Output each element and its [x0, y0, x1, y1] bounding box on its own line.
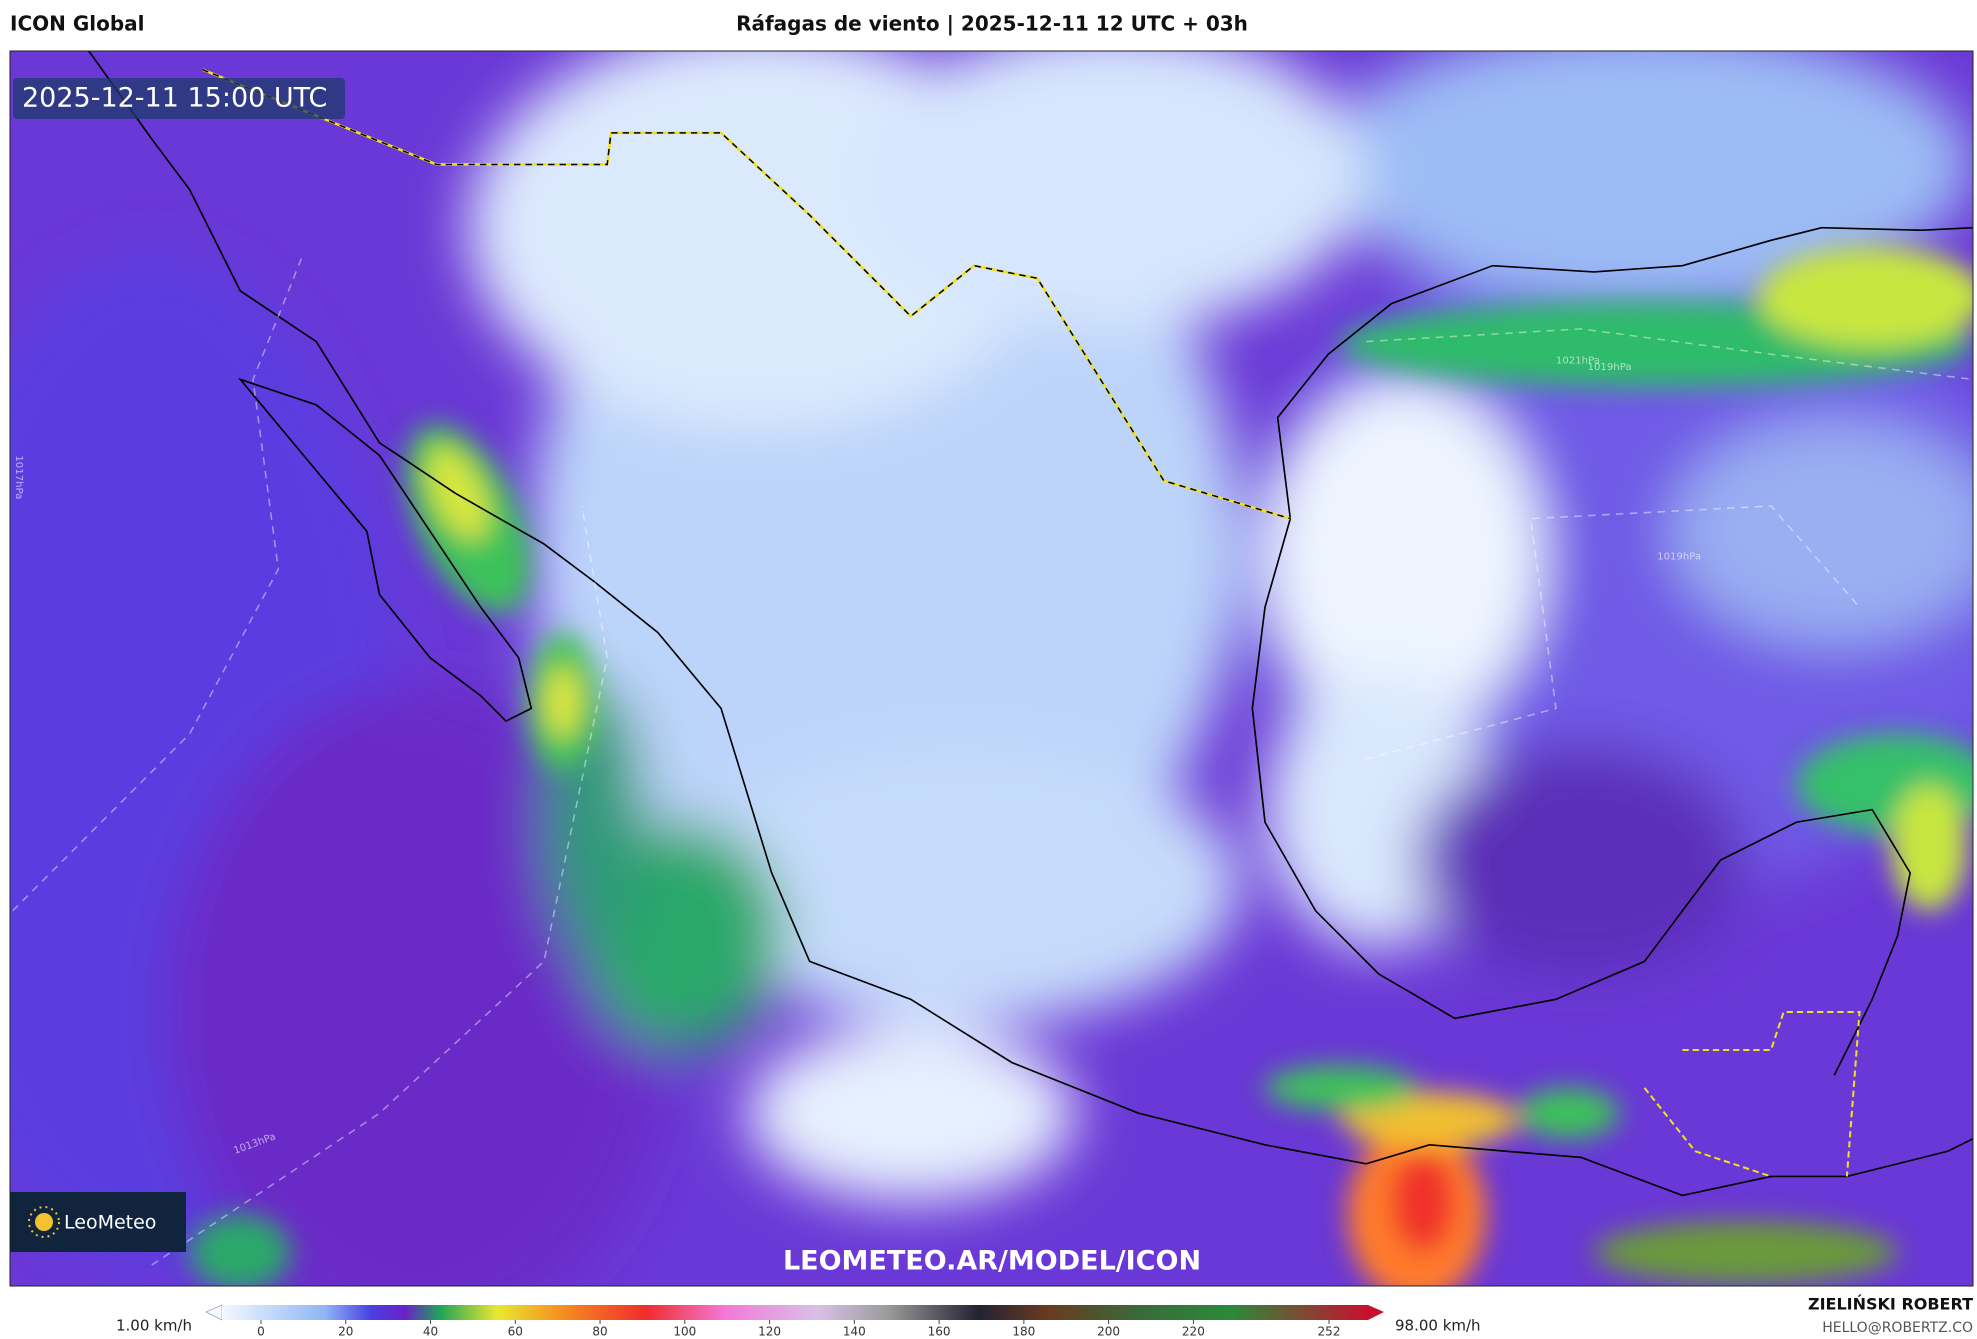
colorbar-tick-label: 60: [508, 1325, 523, 1339]
contact: HELLO@ROBERTZ.CO: [1822, 1320, 1973, 1336]
model-name: ICON Global: [10, 12, 145, 36]
colorbar-bar: [222, 1305, 1368, 1320]
colorbar-tick-label: 200: [1097, 1325, 1120, 1339]
isobar-label: 1017hPa: [13, 455, 24, 499]
colorbar-extend: [205, 1304, 223, 1321]
map-frame: [9, 50, 1974, 1287]
colorbar-tick-label: 120: [758, 1325, 781, 1339]
map-title: Ráfagas de viento | 2025-12-11 12 UTC + …: [736, 12, 1248, 36]
valid-time: 2025-12-11 15:00 UTC: [22, 83, 327, 114]
colorbar-tick-label: 40: [423, 1325, 438, 1339]
isobar-label: 1019hPa: [1657, 552, 1701, 563]
colorbar-tick-label: 100: [673, 1325, 696, 1339]
border: [1643, 1010, 1861, 1178]
colorbar-min: 1.00 km/h: [116, 1317, 192, 1335]
wind-field: 1019hPa 1021hPa 1017hPa 1013hPa 1019hPa: [10, 51, 1973, 1286]
logo-sun: [35, 1213, 53, 1231]
colorbar-tick-label: 180: [1012, 1325, 1035, 1339]
colorbar-tick-label: 0: [257, 1325, 265, 1339]
colorbar-tick-label: 20: [338, 1325, 353, 1339]
time-box: [13, 78, 345, 119]
colorbar: [205, 1304, 1384, 1321]
colorbar-tick-label: 80: [592, 1325, 607, 1339]
colorbar-tick-label: 160: [928, 1325, 951, 1339]
colorbar-tick-label: 220: [1182, 1325, 1205, 1339]
map: 1019hPa 1021hPa 1017hPa 1013hPa 1019hPa …: [10, 51, 1973, 1286]
colorbar-extend: [1368, 1305, 1384, 1320]
coastline: [87, 51, 1973, 1197]
logo-rays: [28, 1206, 60, 1238]
colorbar-tick-label: 140: [843, 1325, 866, 1339]
author: ZIELIŃSKI ROBERT: [1808, 1295, 1973, 1314]
logo-text: LeoMeteo: [64, 1212, 156, 1234]
isobar-label: 1019hPa: [1588, 362, 1632, 373]
watermark: LEOMETEO.AR/MODEL/ICON: [783, 1246, 1201, 1277]
colorbar-tick-label: 252: [1318, 1325, 1341, 1339]
colorbar-max: 98.00 km/h: [1395, 1317, 1481, 1335]
isobar-label: 1021hPa: [1556, 356, 1600, 367]
border: [202, 68, 1291, 520]
isobar: [12, 252, 1973, 1266]
